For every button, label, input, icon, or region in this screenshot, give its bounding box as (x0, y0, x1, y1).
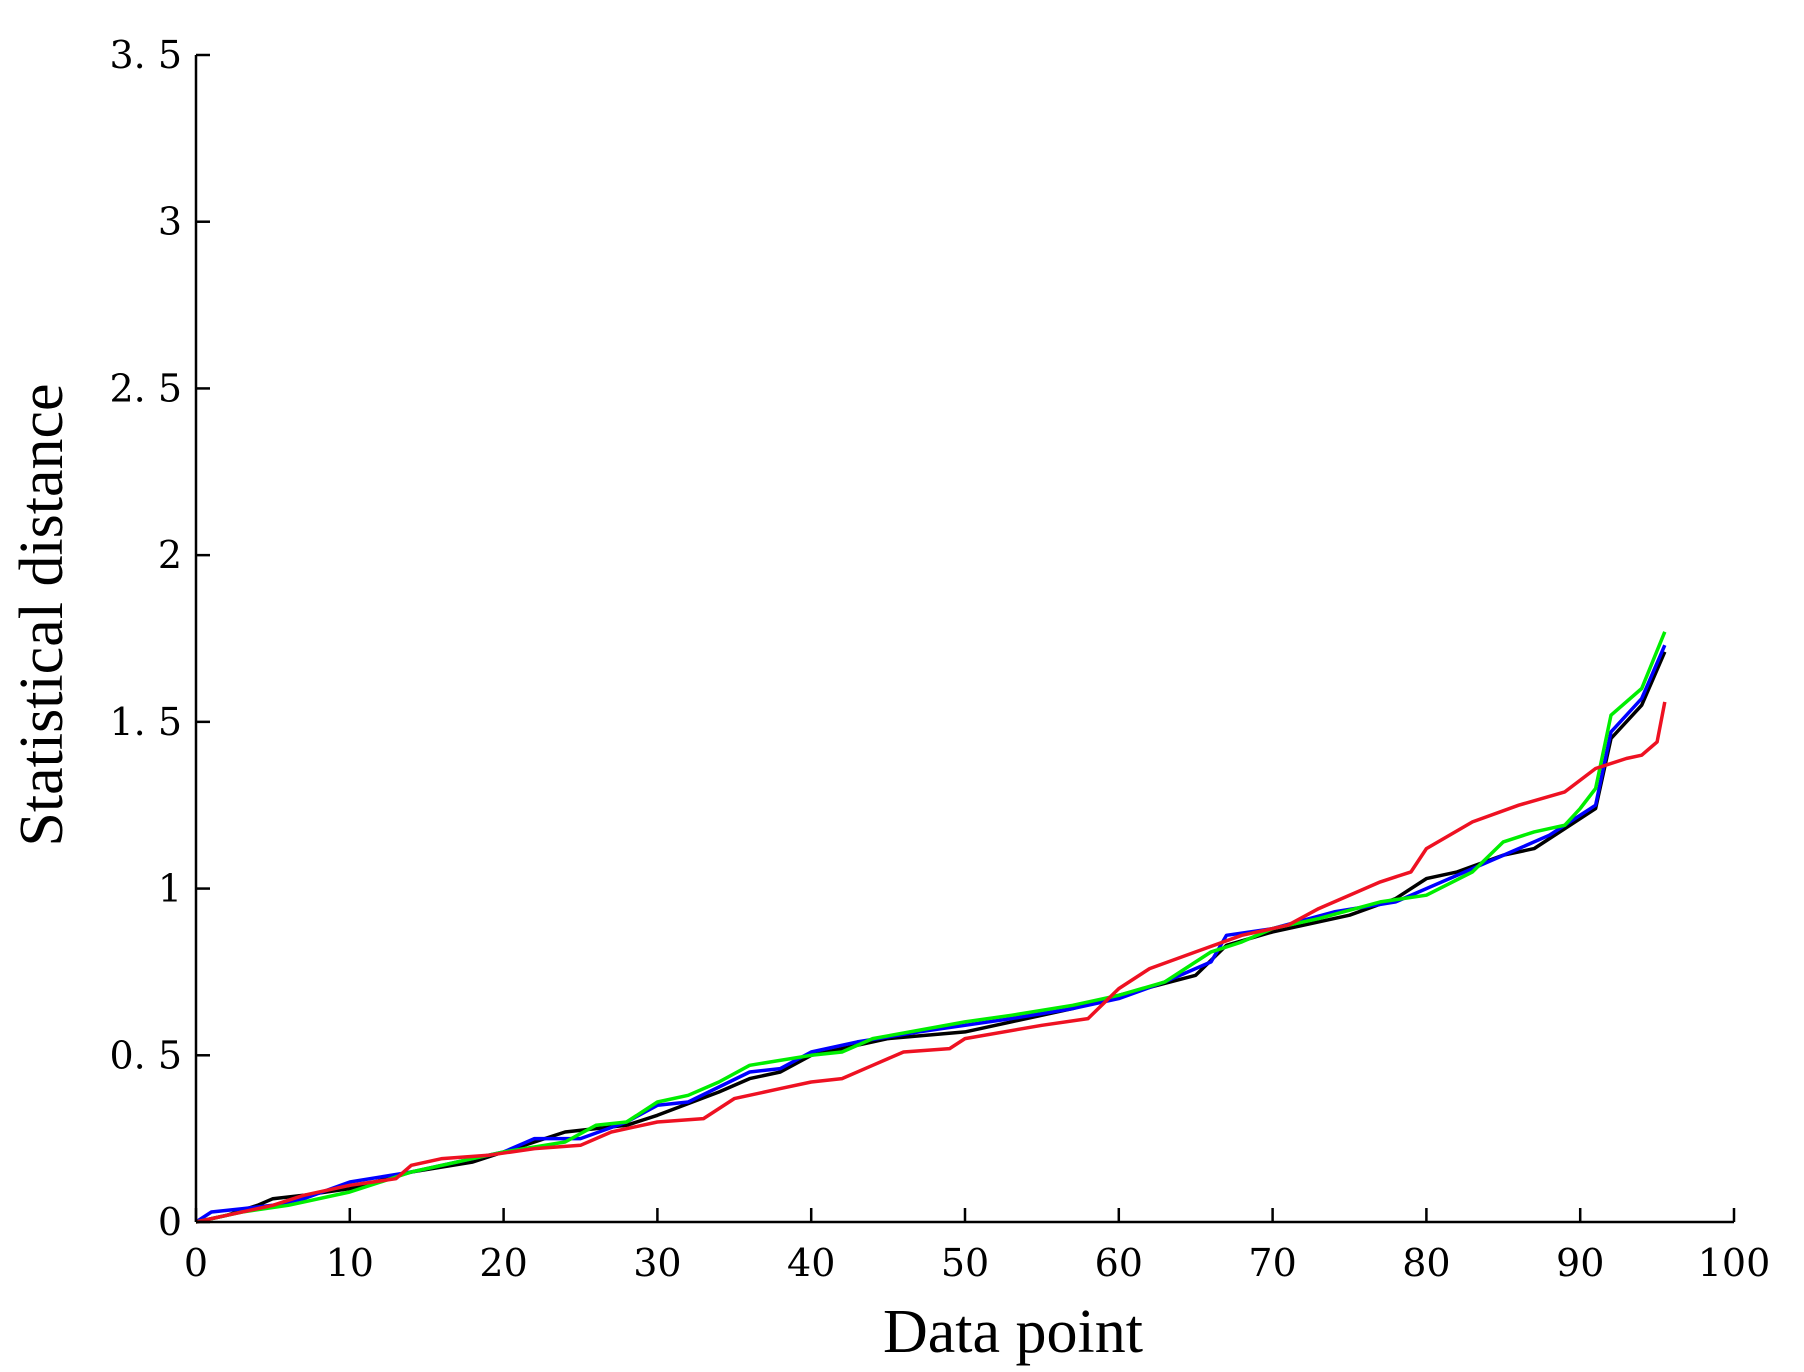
x-tick-label: 40 (787, 1241, 835, 1285)
y-tick-label: 0 (158, 1200, 182, 1244)
x-tick-label: 50 (941, 1241, 989, 1285)
x-axis-title: Data point (883, 1298, 1143, 1366)
y-tick-label: 3 (158, 200, 182, 244)
series-line-1 (195, 651, 1667, 1224)
x-tick-label: 100 (1698, 1241, 1771, 1285)
x-tick-label: 80 (1402, 1241, 1450, 1285)
x-tick-label: 90 (1556, 1241, 1604, 1285)
y-tick-label: 0. 5 (109, 1033, 182, 1077)
x-tick-label: 0 (184, 1241, 208, 1285)
x-tick-label: 70 (1248, 1241, 1296, 1285)
x-tick-label: 60 (1095, 1241, 1143, 1285)
series-line-2 (195, 644, 1667, 1224)
y-tick-label: 3. 5 (109, 33, 182, 77)
x-axis: 0 10 20 30 40 50 60 70 80 90 100 (184, 1208, 1770, 1285)
x-tick-label: 10 (326, 1241, 374, 1285)
series-line-3 (195, 631, 1667, 1224)
y-tick-label: 1. 5 (109, 700, 182, 744)
y-tick-label: 2. 5 (109, 366, 182, 410)
y-tick-label: 2 (158, 533, 182, 577)
series-line-4 (195, 701, 1667, 1224)
x-tick-label: 20 (479, 1241, 527, 1285)
y-axis: 0 0. 5 1 1. 5 2 2. 5 3 3. 5 (109, 33, 210, 1244)
x-tick-label: 30 (633, 1241, 681, 1285)
y-axis-title: Statistical distance (8, 383, 76, 846)
series-group (195, 631, 1667, 1224)
y-tick-label: 1 (158, 867, 182, 911)
